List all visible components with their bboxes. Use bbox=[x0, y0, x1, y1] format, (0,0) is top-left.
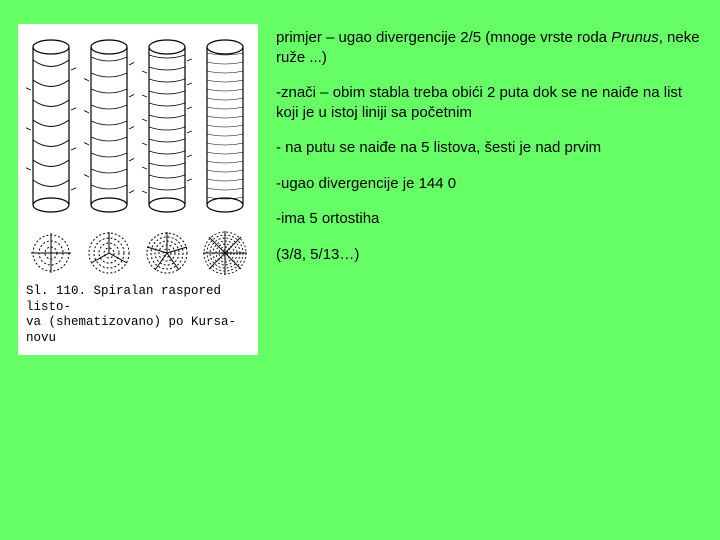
cylinder-2 bbox=[84, 35, 134, 220]
ring-2 bbox=[84, 228, 134, 278]
caption-l2: va (shematizovano) po Kursa- bbox=[26, 315, 236, 329]
para-6: (3/8, 5/13…) bbox=[276, 245, 702, 265]
figure-caption: Sl. 110. Spiralan raspored listo- va (sh… bbox=[22, 278, 254, 347]
p1-italic: Prunus bbox=[611, 29, 659, 46]
ring-4 bbox=[200, 228, 250, 278]
para-1: primjer – ugao divergencije 2/5 (mnoge v… bbox=[276, 28, 702, 67]
text-column: primjer – ugao divergencije 2/5 (mnoge v… bbox=[276, 24, 702, 280]
cylinder-3 bbox=[142, 35, 192, 220]
para-5: -ima 5 ortostiha bbox=[276, 209, 702, 229]
cylinders-row bbox=[22, 30, 254, 220]
ring-1 bbox=[26, 228, 76, 278]
figure-panel: Sl. 110. Spiralan raspored listo- va (sh… bbox=[18, 24, 258, 355]
cylinder-1 bbox=[26, 35, 76, 220]
para-2: -znači – obim stabla treba obići 2 puta … bbox=[276, 83, 702, 122]
rings-row bbox=[22, 228, 254, 278]
cylinder-4 bbox=[200, 35, 250, 220]
ring-3 bbox=[142, 228, 192, 278]
caption-l3: novu bbox=[26, 331, 56, 345]
slide-container: Sl. 110. Spiralan raspored listo- va (sh… bbox=[0, 0, 720, 379]
para-4: -ugao divergencije je 144 0 bbox=[276, 174, 702, 194]
caption-l1: Sl. 110. Spiralan raspored listo- bbox=[26, 284, 221, 314]
para-3: - na putu se naiđe na 5 listova, šesti j… bbox=[276, 138, 702, 158]
p1-a: primjer – ugao divergencije 2/5 (mnoge v… bbox=[276, 29, 611, 46]
